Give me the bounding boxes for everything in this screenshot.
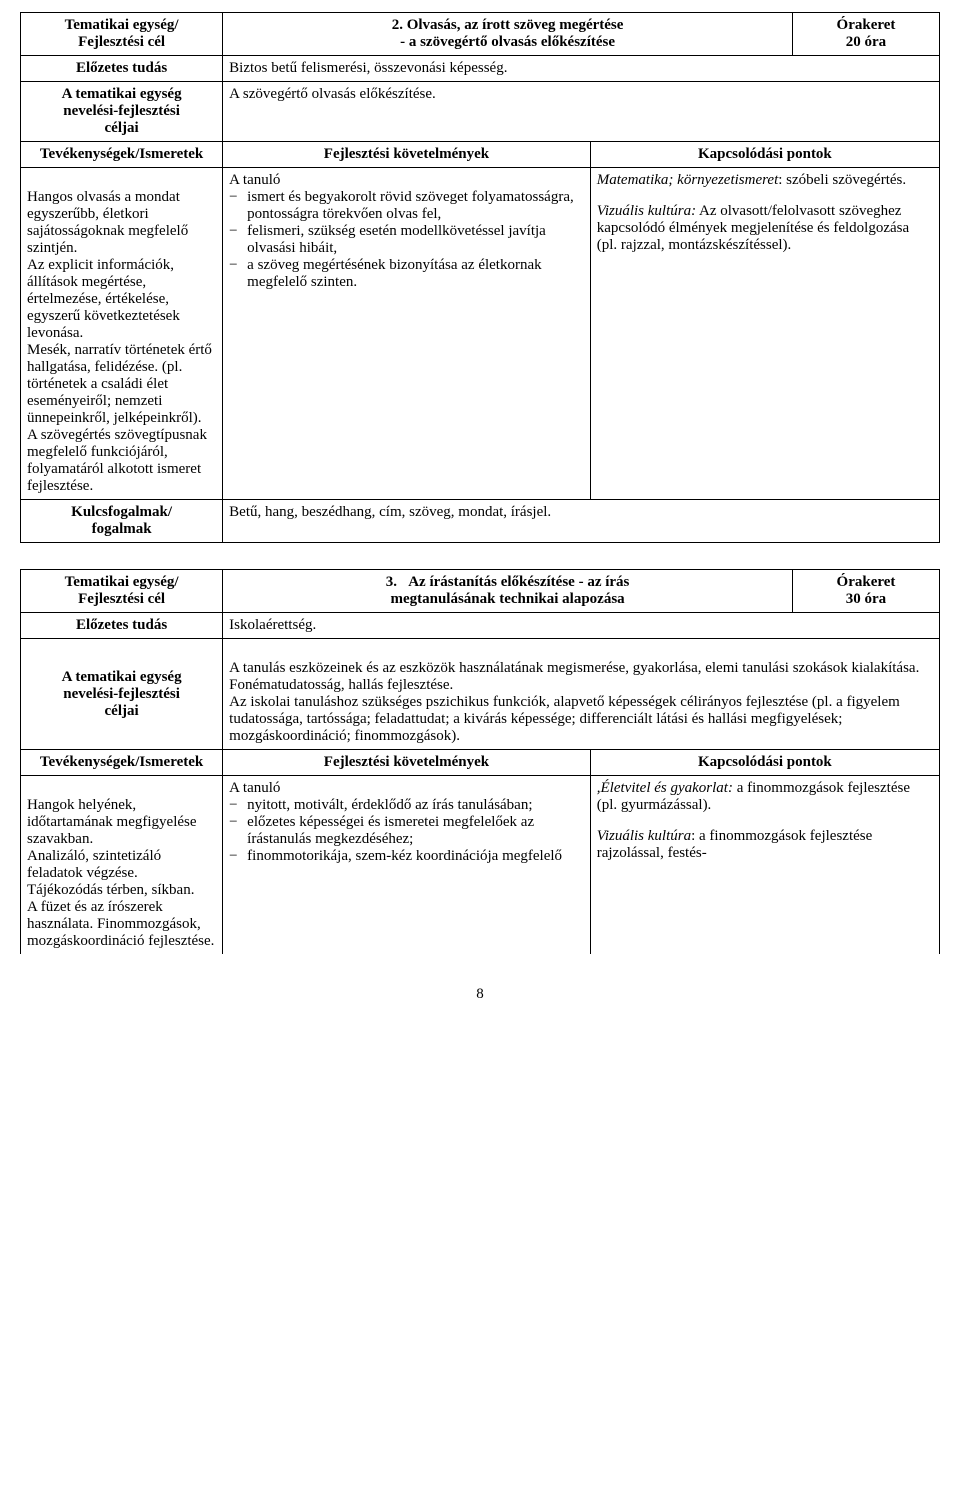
unit2-goals-value: A tanulás eszközeinek és az eszközök has… xyxy=(223,639,940,750)
unit2-goals-label: A tematikai egység nevelési-fejlesztési … xyxy=(21,639,223,750)
text: Órakeret xyxy=(837,17,896,33)
text: A tanulás eszközeinek és az eszközök has… xyxy=(229,660,919,744)
text: Kapcsolódási pontok xyxy=(698,146,832,162)
text: A tematikai egység xyxy=(62,86,182,102)
unit1-goals-label: A tematikai egység nevelési-fejlesztési … xyxy=(21,82,223,142)
text: Előzetes tudás xyxy=(76,60,167,76)
text: Iskolaérettség. xyxy=(229,617,316,633)
list-item: felismeri, szükség esetén modellkövetéss… xyxy=(247,223,584,257)
unit2-table: Tematikai egység/ Fejlesztési cél 3. Az … xyxy=(20,569,940,954)
unit2-activities: Hangok helyének, időtartamának megfigyel… xyxy=(21,776,223,955)
text: céljai xyxy=(105,120,139,136)
text: Hangos olvasás a mondat egyszerűbb, élet… xyxy=(27,189,212,494)
list-item: finommotorikája, szem-kéz koordinációja … xyxy=(247,848,562,865)
unit2-colhdr-a: Tevékenységek/Ismeretek xyxy=(21,750,223,776)
text: nevelési-fejlesztési xyxy=(63,103,180,119)
unit1-header-title: 2. Olvasás, az írott szöveg megértése - … xyxy=(223,13,793,56)
unit2-colhdr-c: Kapcsolódási pontok xyxy=(590,750,939,776)
text: A szövegértő olvasás előkészítése. xyxy=(229,86,436,102)
text: Matematika; környezetismeret xyxy=(597,172,778,188)
text: nevelési-fejlesztési xyxy=(63,686,180,702)
unit2-prior-value: Iskolaérettség. xyxy=(223,613,940,639)
text: Fejlesztési cél xyxy=(78,591,165,607)
text: Fejlesztési követelmények xyxy=(324,754,489,770)
unit1-requirements: A tanuló −ismert és begyakorolt rövid sz… xyxy=(223,168,591,500)
text: Kapcsolódási pontok xyxy=(698,754,832,770)
text: Vizuális kultúra xyxy=(597,828,691,844)
text: Órakeret xyxy=(837,574,896,590)
text: Vizuális kultúra: xyxy=(597,203,696,219)
text: : szóbeli szövegértés. xyxy=(778,172,906,188)
unit1-colhdr-b: Fejlesztési követelmények xyxy=(223,142,591,168)
page-number: 8 xyxy=(20,986,940,1003)
unit2-header-title: 3. Az írástanítás előkészítése - az írás… xyxy=(223,570,793,613)
text: 3. xyxy=(386,574,397,590)
unit1-colhdr-c: Kapcsolódási pontok xyxy=(590,142,939,168)
unit1-activities: Hangos olvasás a mondat egyszerűbb, élet… xyxy=(21,168,223,500)
text: Biztos betű felismerési, összevonási kép… xyxy=(229,60,507,76)
list-item: a szöveg megértésének bizonyítása az éle… xyxy=(247,257,584,291)
text: Tevékenységek/Ismeretek xyxy=(40,754,203,770)
list-item: ismert és begyakorolt rövid szöveget fol… xyxy=(247,189,584,223)
text: A tematikai egység xyxy=(62,669,182,685)
text: Tematikai egység/ xyxy=(65,17,179,33)
text: Tevékenységek/Ismeretek xyxy=(40,146,203,162)
unit1-table: Tematikai egység/ Fejlesztési cél 2. Olv… xyxy=(20,12,940,543)
text: 2. Olvasás, az írott szöveg megértése xyxy=(392,17,624,33)
unit1-key-label: Kulcsfogalmak/ fogalmak xyxy=(21,500,223,543)
unit2-prior-label: Előzetes tudás xyxy=(21,613,223,639)
text: 8 xyxy=(476,986,484,1002)
list-item: előzetes képességei és ismeretei megfele… xyxy=(247,814,584,848)
text: Fejlesztési követelmények xyxy=(324,146,489,162)
unit1-prior-label: Előzetes tudás xyxy=(21,56,223,82)
unit1-connections: Matematika; környezetismeret: szóbeli sz… xyxy=(590,168,939,500)
text: - a szövegértő olvasás előkészítése xyxy=(400,34,615,50)
unit1-header-left: Tematikai egység/ Fejlesztési cél xyxy=(21,13,223,56)
text: ,Életvitel és gyakorlat: xyxy=(597,780,733,796)
unit2-requirements: A tanuló −nyitott, motivált, érdeklődő a… xyxy=(223,776,591,955)
text: Betű, hang, beszédhang, cím, szöveg, mon… xyxy=(229,504,551,520)
unit1-header-hours: Órakeret 20 óra xyxy=(792,13,939,56)
text: 30 óra xyxy=(846,591,886,607)
text: Hangok helyének, időtartamának megfigyel… xyxy=(27,797,214,949)
text: Kulcsfogalmak/ xyxy=(71,504,172,520)
unit2-header-hours: Órakeret 30 óra xyxy=(792,570,939,613)
unit2-header-left: Tematikai egység/ Fejlesztési cél xyxy=(21,570,223,613)
unit1-key-value: Betű, hang, beszédhang, cím, szöveg, mon… xyxy=(223,500,940,543)
unit1-colhdr-a: Tevékenységek/Ismeretek xyxy=(21,142,223,168)
list-item: nyitott, motivált, érdeklődő az írás tan… xyxy=(247,797,532,814)
text: Fejlesztési cél xyxy=(78,34,165,50)
text: megtanulásának technikai alapozása xyxy=(390,591,624,607)
text: céljai xyxy=(105,703,139,719)
text: fogalmak xyxy=(92,521,152,537)
unit1-goals-value: A szövegértő olvasás előkészítése. xyxy=(223,82,940,142)
text: Tematikai egység/ xyxy=(65,574,179,590)
text: A tanuló xyxy=(229,172,280,188)
unit2-connections: ,Életvitel és gyakorlat: a finommozgások… xyxy=(590,776,939,955)
text: Előzetes tudás xyxy=(76,617,167,633)
unit2-colhdr-b: Fejlesztési követelmények xyxy=(223,750,591,776)
text: A tanuló xyxy=(229,780,280,796)
text: Az írástanítás előkészítése - az írás xyxy=(408,574,629,590)
text: 20 óra xyxy=(846,34,886,50)
unit1-prior-value: Biztos betű felismerési, összevonási kép… xyxy=(223,56,940,82)
